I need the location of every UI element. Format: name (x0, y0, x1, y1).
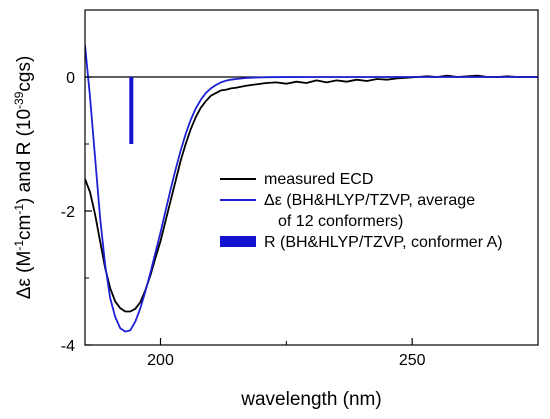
legend-swatch-bar (220, 236, 256, 247)
y-tick-label: -4 (61, 338, 75, 355)
y-tick-label: -2 (61, 204, 75, 221)
legend-label: R (BH&HLYP/TZVP, conformer A) (264, 234, 503, 251)
series-line-computed-delta-epsilon (85, 44, 538, 333)
x-tick-label: 200 (147, 352, 174, 369)
legend: measured ECD Δε (BH&HLYP/TZVP, average of … (220, 171, 503, 251)
plot-frame (84, 9, 539, 346)
legend-label: of 12 conformers) (278, 213, 403, 230)
axes: 200 250 0 -2 -4 (61, 70, 539, 369)
rotational-strength-bar (129, 77, 134, 144)
legend-label: Δε (BH&HLYP/TZVP, average (264, 192, 475, 209)
plot-area (85, 44, 538, 333)
x-axis-label: wavelength (nm) (240, 389, 381, 410)
x-tick-label: 250 (399, 352, 426, 369)
legend-label: measured ECD (264, 171, 373, 188)
y-tick-label: 0 (66, 70, 75, 87)
y-axis-label: Δε (M-1cm-1) and R (10-39cgs) (12, 56, 35, 300)
